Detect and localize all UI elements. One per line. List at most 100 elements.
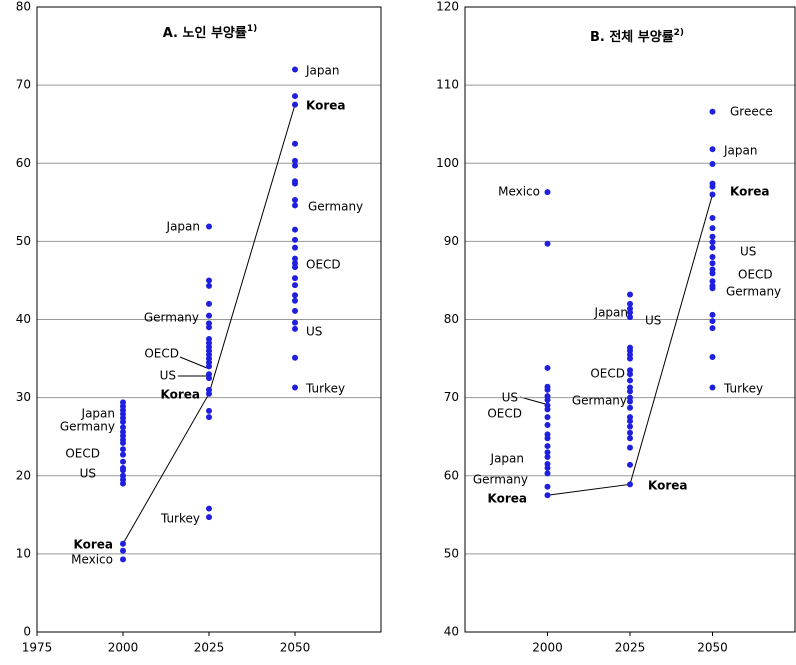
y-tick-label: 0 — [23, 625, 31, 639]
dot — [544, 492, 551, 499]
annotation: Korea — [730, 185, 770, 199]
title-text: B. 전체 부양률 — [590, 29, 674, 45]
dot — [544, 414, 551, 421]
y-tick-label: 40 — [444, 625, 459, 639]
dot — [709, 239, 716, 246]
dot — [627, 309, 633, 316]
dot — [120, 429, 126, 435]
dot — [544, 240, 551, 247]
y-tick-label: 30 — [16, 390, 31, 404]
dot — [292, 101, 298, 108]
annotation: Germany — [473, 473, 528, 487]
dot — [292, 140, 298, 147]
dot — [206, 277, 212, 284]
dot — [206, 223, 212, 230]
annotation: Japan — [723, 144, 757, 158]
dot — [709, 384, 716, 391]
dot — [709, 146, 716, 153]
dot — [544, 386, 551, 393]
dot — [206, 363, 212, 370]
x-tick-label: 2025 — [194, 641, 225, 655]
dot — [627, 481, 633, 488]
dot — [120, 472, 126, 479]
y-tick-label: 40 — [16, 312, 31, 326]
dot — [292, 180, 298, 187]
dot — [206, 312, 212, 319]
dot — [627, 423, 633, 430]
dot — [120, 451, 126, 458]
annotation: Greece — [730, 105, 773, 119]
dot — [292, 275, 298, 282]
annotation: Korea — [648, 479, 688, 493]
annotation: OECD — [144, 347, 179, 361]
dot — [709, 270, 716, 277]
y-tick-label: 90 — [444, 234, 459, 248]
dot — [292, 264, 298, 271]
x-tick-label: 2025 — [615, 641, 646, 655]
y-tick-label: 110 — [436, 78, 459, 92]
annotation: OECD — [590, 367, 625, 381]
annotation: Japan — [166, 220, 200, 234]
dot — [292, 162, 298, 169]
dot — [544, 454, 551, 460]
annotation: Korea — [306, 99, 346, 113]
dot — [120, 556, 126, 563]
dot — [292, 226, 298, 233]
dot — [120, 464, 126, 471]
annotation: Germany — [572, 394, 627, 408]
dot — [206, 505, 212, 512]
dot — [206, 407, 212, 414]
dot — [206, 390, 212, 397]
dot — [627, 461, 633, 468]
dot — [627, 314, 633, 321]
dot — [292, 282, 298, 289]
dot — [627, 377, 633, 384]
x-tick-label: 2050 — [697, 641, 728, 655]
dot — [709, 191, 716, 198]
leader-line — [519, 396, 550, 406]
annotation: OECD — [738, 268, 773, 282]
y-tick-label: 120 — [436, 0, 459, 14]
y-tick-label: 100 — [436, 156, 459, 170]
x-tick-label: 2000 — [532, 641, 563, 655]
dot — [709, 354, 716, 360]
dot — [292, 307, 298, 314]
dot — [292, 66, 298, 73]
annotation: Turkey — [723, 382, 763, 396]
dot — [206, 514, 212, 521]
annotation: US — [645, 314, 661, 328]
title-note: 2) — [674, 28, 684, 38]
dot — [544, 464, 551, 471]
dot — [292, 236, 298, 243]
annotation: OECD — [65, 447, 100, 461]
dot — [627, 300, 633, 307]
dot — [709, 325, 716, 332]
dot — [627, 435, 633, 442]
y-tick-label: 70 — [16, 78, 31, 92]
dot — [120, 446, 126, 453]
dot — [709, 233, 716, 240]
dot — [709, 311, 716, 318]
dot — [206, 414, 212, 421]
annotation: US — [306, 325, 322, 339]
dot — [709, 161, 716, 168]
dot — [627, 355, 633, 362]
dot — [709, 285, 716, 292]
dot — [292, 93, 298, 100]
dot — [544, 406, 551, 413]
chart-title-b: B. 전체 부양률2) — [590, 28, 684, 45]
annotation: Korea — [488, 492, 528, 506]
annotation: US — [502, 391, 518, 405]
x-tick-label: 1975 — [22, 641, 53, 655]
y-tick-label: 20 — [16, 468, 31, 482]
annotation: Germany — [308, 200, 363, 214]
x-tick-label: 2050 — [280, 641, 311, 655]
dot — [709, 108, 716, 115]
annotation: Turkey — [160, 512, 200, 526]
annotation: Mexico — [498, 185, 540, 199]
dot — [544, 470, 551, 477]
dot — [627, 429, 633, 436]
dot — [292, 325, 298, 332]
dot — [206, 324, 212, 331]
